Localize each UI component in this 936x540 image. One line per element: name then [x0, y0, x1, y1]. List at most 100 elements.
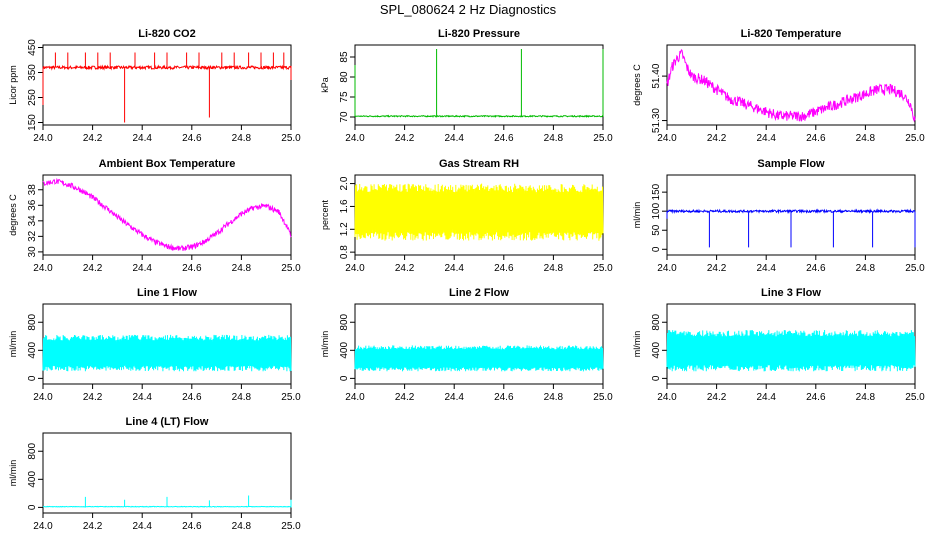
series-line — [666, 329, 916, 372]
y-tick-label: 350 — [27, 64, 38, 81]
y-axis-label: ml/min — [8, 460, 18, 487]
x-tick-label: 24.6 — [182, 521, 202, 532]
y-axis-label: percent — [320, 199, 330, 230]
y-tick-label: 2.0 — [339, 176, 350, 190]
y-tick-label: 450 — [27, 39, 38, 56]
x-tick-label: 24.0 — [657, 263, 677, 274]
panel-title: Line 3 Flow — [761, 287, 821, 299]
plot-frame — [354, 303, 604, 385]
y-tick-label: 38 — [27, 184, 38, 196]
x-tick-label: 24.6 — [806, 133, 826, 144]
y-axis-label: kPa — [320, 77, 330, 93]
x-tick-label: 24.8 — [856, 392, 876, 403]
panel-2: Li-820 Pressure 24.0 24.2 24.4 24.6 24.8 25.0 7… — [320, 28, 613, 144]
x-tick-label: 24.2 — [395, 133, 415, 144]
x-tick-label: 24.8 — [544, 133, 564, 144]
plot-frame — [666, 44, 916, 126]
y-tick-label: 0 — [27, 504, 38, 510]
panel-6: Sample Flow 24.0 24.2 24.4 24.6 24.8 25.0 0 50 10… — [632, 158, 925, 274]
y-axis-label: ml/min — [8, 331, 18, 358]
x-tick-label: 24.8 — [856, 263, 876, 274]
series-line — [42, 495, 292, 508]
x-tick-label: 24.4 — [444, 392, 464, 403]
y-tick-label: 85 — [339, 51, 350, 63]
panel-9: Line 3 Flow 24.0 24.2 24.4 24.6 24.8 25.0 0 400 8… — [632, 287, 925, 403]
x-tick-label: 24.4 — [132, 521, 152, 532]
panel-title: Line 2 Flow — [449, 287, 509, 299]
x-tick-label: 24.2 — [395, 263, 415, 274]
y-tick-label: 36 — [27, 199, 38, 211]
x-tick-label: 25.0 — [593, 392, 613, 403]
x-tick-label: 24.4 — [444, 133, 464, 144]
y-tick-label: 32 — [27, 230, 38, 242]
x-tick-label: 24.2 — [707, 263, 727, 274]
x-tick-label: 24.0 — [33, 263, 53, 274]
panel-1: Li-820 CO2 24.0 24.2 24.4 24.6 24.8 25.0 150 250… — [8, 28, 301, 144]
x-tick-label: 24.6 — [494, 133, 514, 144]
x-tick-label: 24.8 — [232, 263, 252, 274]
x-tick-label: 24.2 — [395, 392, 415, 403]
x-tick-label: 24.8 — [856, 133, 876, 144]
x-tick-label: 24.2 — [707, 133, 727, 144]
panel-title: Ambient Box Temperature — [99, 158, 236, 170]
panel-title: Line 1 Flow — [137, 287, 197, 299]
x-tick-label: 24.6 — [182, 392, 202, 403]
x-tick-label: 24.2 — [83, 521, 103, 532]
y-tick-label: 51.40 — [651, 63, 662, 88]
y-tick-label: 51.30 — [651, 108, 662, 133]
y-tick-label: 0 — [651, 246, 662, 252]
x-tick-label: 24.6 — [806, 263, 826, 274]
y-tick-label: 150 — [27, 114, 38, 131]
panel-title: Line 4 (LT) Flow — [126, 416, 209, 428]
y-tick-label: 0.8 — [339, 245, 350, 259]
y-tick-label: 75 — [339, 91, 350, 103]
x-tick-label: 25.0 — [905, 263, 925, 274]
x-tick-label: 25.0 — [905, 392, 925, 403]
y-tick-label: 800 — [339, 313, 350, 330]
x-tick-label: 24.0 — [657, 392, 677, 403]
x-tick-label: 24.0 — [345, 263, 365, 274]
x-tick-label: 24.4 — [756, 263, 776, 274]
y-axis-label: ml/min — [320, 331, 330, 358]
panel-4: Ambient Box Temperature 24.0 24.2 24.4 24.6 2… — [8, 158, 301, 274]
y-tick-label: 250 — [27, 89, 38, 106]
series-line — [666, 49, 916, 123]
x-tick-label: 24.0 — [33, 133, 53, 144]
x-tick-label: 24.0 — [33, 521, 53, 532]
x-tick-label: 24.8 — [232, 521, 252, 532]
y-tick-label: 800 — [27, 313, 38, 330]
plot-frame — [42, 174, 292, 256]
series-line — [354, 183, 604, 241]
x-tick-label: 24.8 — [544, 263, 564, 274]
panel-title: Li-820 Pressure — [438, 28, 520, 40]
panel-title: Li-820 CO2 — [138, 28, 195, 40]
x-tick-label: 24.2 — [83, 133, 103, 144]
x-tick-label: 24.6 — [806, 392, 826, 403]
x-tick-label: 24.8 — [232, 133, 252, 144]
x-tick-label: 24.0 — [345, 392, 365, 403]
y-tick-label: 100 — [651, 202, 662, 219]
x-tick-label: 25.0 — [593, 133, 613, 144]
y-tick-label: 400 — [339, 342, 350, 359]
panel-7: Line 1 Flow 24.0 24.2 24.4 24.6 24.8 25.0 0 400 8… — [8, 287, 301, 403]
x-tick-label: 24.6 — [494, 392, 514, 403]
y-tick-label: 0 — [27, 375, 38, 381]
x-tick-label: 25.0 — [281, 392, 301, 403]
y-tick-label: 80 — [339, 71, 350, 83]
x-tick-label: 24.0 — [657, 133, 677, 144]
series-line — [42, 334, 292, 372]
y-tick-label: 34 — [27, 215, 38, 227]
series-line — [42, 177, 292, 251]
y-tick-label: 400 — [651, 342, 662, 359]
y-axis-label: ml/min — [632, 202, 642, 229]
x-tick-label: 24.6 — [182, 263, 202, 274]
y-tick-label: 0 — [339, 375, 350, 381]
x-tick-label: 24.2 — [83, 263, 103, 274]
series-line — [42, 52, 292, 123]
x-tick-label: 25.0 — [281, 133, 301, 144]
y-tick-label: 50 — [651, 224, 662, 236]
y-axis-label: ml/min — [632, 331, 642, 358]
y-tick-label: 400 — [27, 342, 38, 359]
x-tick-label: 24.6 — [494, 263, 514, 274]
